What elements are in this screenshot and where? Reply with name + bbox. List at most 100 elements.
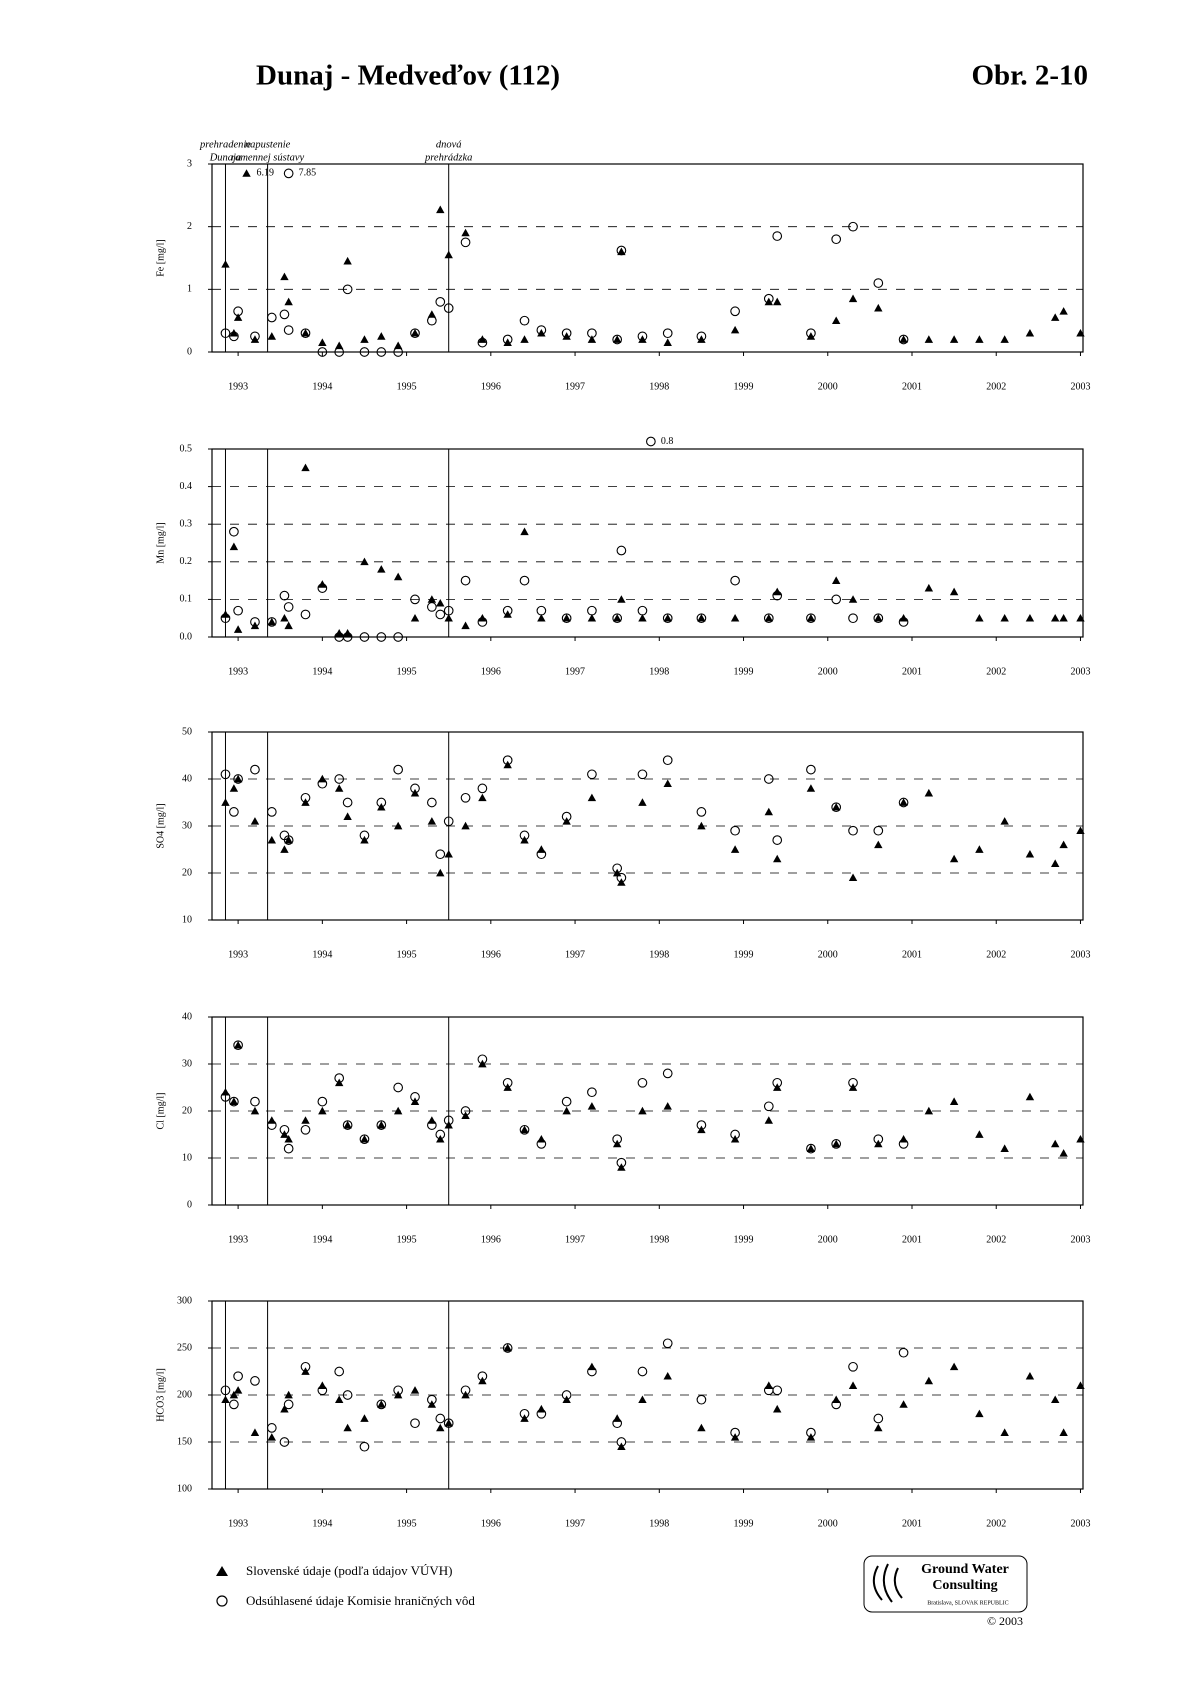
circle-marker	[427, 1120, 437, 1130]
circle-marker	[831, 802, 842, 813]
circle-marker	[410, 783, 420, 794]
x-tick-label: 1999	[734, 1234, 754, 1245]
triangle-marker	[229, 329, 239, 337]
circle-marker	[334, 1073, 345, 1083]
x-tick-label: 1996	[481, 666, 501, 677]
circle-marker	[637, 1366, 648, 1377]
circle-marker	[730, 1427, 740, 1438]
triangle-marker	[924, 1376, 934, 1385]
triangle-marker	[924, 1106, 934, 1115]
chart-panel: 0 1 2 3 1993 1994 1995 1996 1997 1998 1999 2000 2001…	[155, 139, 1090, 392]
triangle-marker	[924, 583, 934, 592]
circle-marker	[477, 617, 488, 627]
circle-marker	[376, 632, 387, 642]
triangle-marker	[874, 1423, 883, 1432]
triangle-marker	[267, 1116, 277, 1124]
y-tick-label: 0.0	[180, 631, 193, 642]
triangle-marker	[233, 625, 243, 633]
circle-marker	[616, 1157, 627, 1168]
triangle-marker	[233, 1041, 243, 1049]
triangle-marker	[612, 614, 622, 622]
x-tick-label: 1994	[312, 949, 332, 960]
circle-marker	[772, 231, 783, 241]
triangle-marker	[1025, 614, 1035, 622]
x-tick-label: 1994	[312, 1518, 332, 1529]
chart-panel: 0 10 20 30 40 1993 1994 1995 1996 1997 1998 1999 200…	[155, 1011, 1090, 1245]
circle-marker	[561, 1096, 572, 1107]
x-tick-label: 1998	[649, 666, 669, 677]
triangle-marker	[697, 335, 706, 343]
triangle-marker	[436, 598, 445, 607]
circle-marker	[772, 1077, 783, 1088]
triangle-marker	[663, 1102, 672, 1110]
triangle-marker	[764, 1116, 773, 1124]
circle-marker	[806, 1427, 816, 1438]
triangle-marker	[697, 614, 706, 622]
circle-marker	[300, 328, 311, 339]
circle-marker	[443, 1115, 454, 1126]
circle-marker	[250, 1096, 260, 1107]
annotation: 6.19	[257, 168, 275, 179]
x-tick-label: 1993	[228, 381, 248, 392]
triangle-marker	[612, 335, 622, 343]
triangle-marker	[831, 576, 841, 584]
triangle-marker	[806, 1144, 816, 1152]
triangle-marker	[301, 329, 310, 337]
triangle-marker	[773, 854, 782, 863]
triangle-marker	[874, 840, 883, 849]
triangle-marker	[284, 621, 293, 630]
circle-marker	[502, 334, 513, 345]
circle-marker	[898, 334, 909, 345]
triangle-marker	[663, 1372, 672, 1380]
triangle-marker	[233, 1386, 243, 1394]
triangle-marker	[562, 332, 571, 340]
triangle-marker	[562, 1106, 571, 1115]
triangle-marker	[975, 845, 984, 853]
annotation: 7.85	[299, 168, 317, 179]
circle-marker	[220, 328, 231, 339]
triangle-marker	[848, 595, 858, 603]
triangle-marker	[874, 614, 883, 622]
x-tick-label: 2001	[902, 1234, 922, 1245]
triangle-marker	[233, 313, 243, 321]
circle-marker	[696, 807, 707, 817]
triangle-marker	[663, 614, 672, 622]
triangle-marker	[1059, 840, 1068, 849]
triangle-marker	[427, 595, 437, 603]
circle-marker	[359, 1134, 370, 1145]
annotation: 0.8	[661, 436, 674, 447]
y-axis-label: Cl [mg/l]	[155, 1093, 166, 1130]
plot-frame	[211, 731, 1084, 921]
circle-marker	[229, 1399, 239, 1410]
y-tick-label: 150	[177, 1436, 192, 1447]
circle-marker	[460, 237, 471, 248]
circle-marker	[873, 613, 884, 624]
circle-marker	[873, 1413, 884, 1424]
triangle-marker	[221, 798, 230, 806]
circle-marker	[342, 1120, 353, 1130]
triangle-marker	[848, 873, 858, 882]
circle-marker	[283, 835, 294, 845]
triangle-marker	[773, 297, 782, 306]
y-tick-label: 0	[187, 346, 192, 357]
circle-marker	[637, 1077, 648, 1088]
triangle-marker	[949, 335, 959, 343]
y-tick-label: 0.4	[180, 481, 193, 492]
triangle-marker	[280, 1404, 289, 1413]
x-tick-label: 2003	[1070, 381, 1090, 392]
triangle-marker	[1051, 1139, 1060, 1148]
circle-marker	[519, 1408, 530, 1419]
event-label: dnová	[436, 139, 462, 150]
x-tick-label: 2002	[986, 666, 1006, 677]
circle-marker	[393, 347, 404, 357]
triangle-marker	[221, 260, 230, 268]
copyright: © 2003	[987, 1614, 1023, 1628]
circle-marker	[587, 1366, 597, 1377]
circle-marker	[662, 1068, 673, 1079]
circle-marker	[342, 284, 353, 295]
x-tick-label: 1993	[228, 949, 248, 960]
triangle-marker	[949, 854, 959, 863]
legend-label: Odsúhlasené údaje Komisie hraničných vôd	[246, 1593, 475, 1608]
circle-marker	[662, 328, 673, 339]
